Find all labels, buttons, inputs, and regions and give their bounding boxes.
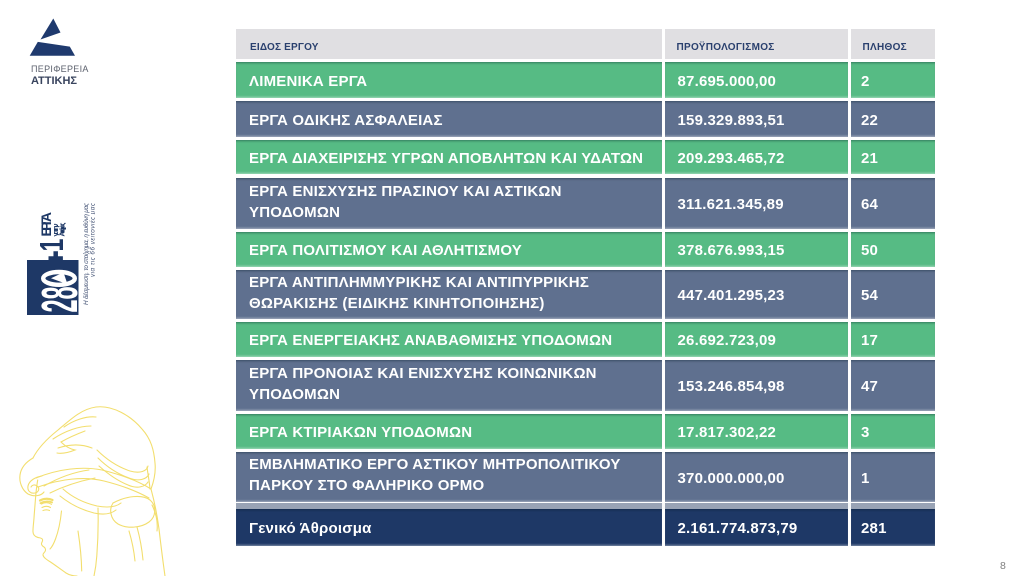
svg-text:Αττική μας: Αττική μας [59, 222, 66, 236]
svg-text:για τις 66 γειτονιές μας: για τις 66 γειτονιές μας [89, 202, 96, 277]
svg-text:ΕΡΓΑ: ΕΡΓΑ [38, 212, 54, 237]
svg-text:Η δέσμευση, το στοίχημα, η ευθ: Η δέσμευση, το στοίχημα, η ευθύνη μας [82, 202, 90, 305]
svg-text:για την: για την [53, 223, 60, 236]
svg-text:28: 28 [32, 286, 89, 312]
svg-text:1: 1 [34, 239, 71, 252]
